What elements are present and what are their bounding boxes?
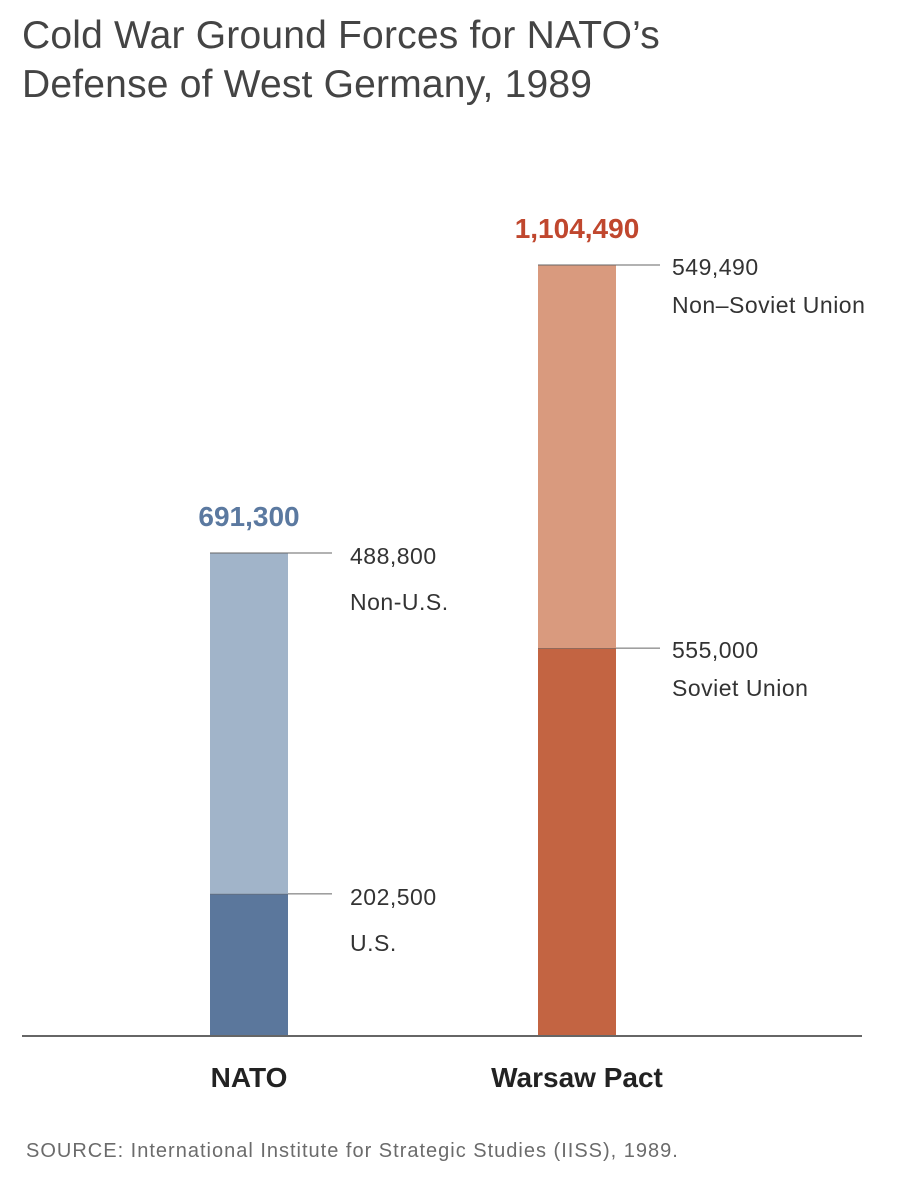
bar-segment-nato-non-u-s: [210, 553, 288, 894]
bar-segment-warsaw-pact-non-soviet-union: [538, 265, 616, 649]
chart-title-line-2: Defense of West Germany, 1989: [22, 63, 593, 106]
value-label-nato-u-s: 202,500: [350, 884, 437, 910]
value-label-nato-non-u-s: 488,800: [350, 543, 437, 569]
segment-label-nato-u-s: U.S.: [350, 930, 397, 956]
category-label-nato: NATO: [211, 1062, 288, 1093]
source-note: SOURCE: International Institute for Stra…: [26, 1140, 679, 1162]
chart-title-line-1: Cold War Ground Forces for NATO’s: [22, 14, 661, 57]
value-label-warsaw-pact-non-soviet-union: 549,490: [672, 254, 759, 280]
total-label-nato: 691,300: [198, 501, 299, 532]
segment-label-warsaw-pact-non-soviet-union: Non–Soviet Union: [672, 292, 865, 318]
value-label-warsaw-pact-soviet-union: 555,000: [672, 637, 759, 663]
bar-segment-warsaw-pact-soviet-union: [538, 648, 616, 1035]
category-label-warsaw-pact: Warsaw Pact: [491, 1062, 663, 1093]
bar-segment-nato-u-s: [210, 893, 288, 1035]
total-label-warsaw-pact: 1,104,490: [515, 213, 640, 244]
segment-label-nato-non-u-s: Non-U.S.: [350, 589, 449, 615]
segment-label-warsaw-pact-soviet-union: Soviet Union: [672, 675, 808, 701]
